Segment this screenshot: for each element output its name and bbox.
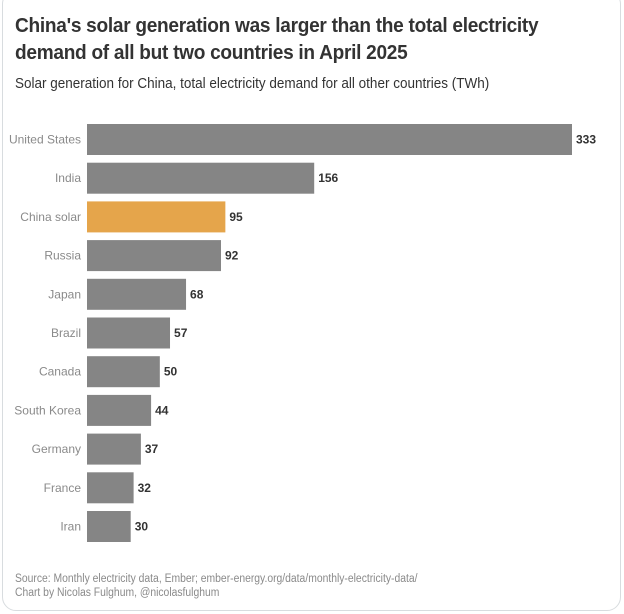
- bar-iran: [87, 511, 131, 542]
- value-label: 57: [174, 326, 188, 340]
- category-label: China solar: [20, 210, 81, 224]
- value-label: 30: [135, 520, 149, 534]
- value-label: 50: [164, 365, 178, 379]
- value-label: 68: [190, 287, 204, 301]
- chart-subtitle: Solar generation for China, total electr…: [15, 75, 490, 92]
- value-label: 95: [229, 210, 243, 224]
- value-label: 37: [145, 442, 159, 456]
- bar-canada: [87, 356, 160, 388]
- bar-brazil: [87, 317, 171, 349]
- bar-south-korea: [87, 394, 152, 426]
- category-label: Brazil: [51, 326, 81, 340]
- category-label: United States: [9, 133, 81, 147]
- bar-united-states: [87, 124, 572, 155]
- value-label: 156: [318, 171, 338, 185]
- category-label: Japan: [48, 287, 81, 301]
- category-label: Iran: [60, 520, 81, 534]
- credit-note: Chart by Nicolas Fulghum, @nicolasfulghu…: [15, 587, 220, 599]
- bar-france: [87, 472, 134, 504]
- bar-india: [87, 162, 315, 194]
- value-label: 92: [225, 249, 239, 263]
- category-label: South Korea: [14, 403, 81, 417]
- chart-footer: Source: Monthly electricity data, Ember;…: [15, 572, 417, 600]
- category-label: Canada: [39, 365, 81, 379]
- bar-japan: [87, 278, 187, 310]
- chart-title: China's solar generation was larger than…: [15, 14, 539, 64]
- value-label: 32: [138, 481, 152, 495]
- category-label: Russia: [44, 249, 81, 263]
- category-label: India: [55, 171, 81, 185]
- bar-russia: [87, 240, 221, 272]
- bar-germany: [87, 433, 141, 465]
- category-label: France: [44, 481, 82, 495]
- value-label: 333: [576, 133, 596, 147]
- source-note: Source: Monthly electricity data, Ember;…: [15, 573, 418, 585]
- bar-china-solar: [87, 201, 226, 233]
- category-label: Germany: [32, 442, 81, 456]
- value-label: 44: [155, 403, 169, 417]
